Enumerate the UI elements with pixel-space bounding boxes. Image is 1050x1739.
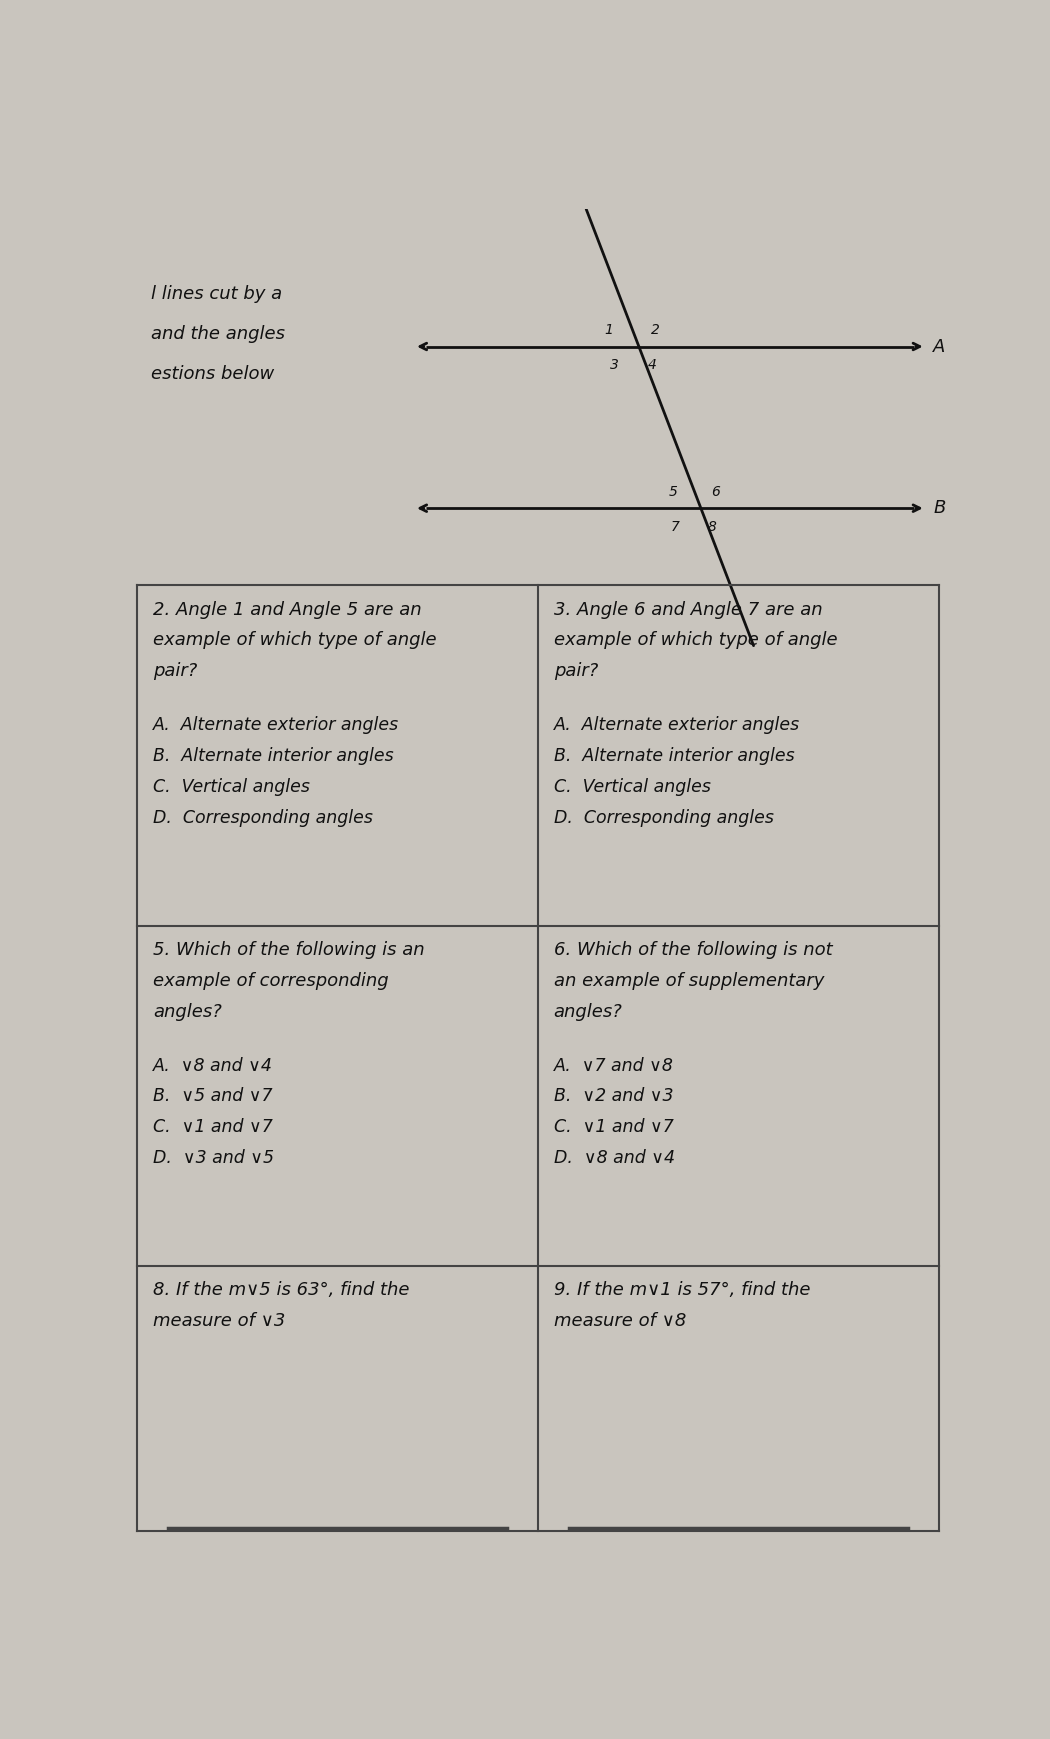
Text: A.  ∨8 and ∨4: A. ∨8 and ∨4 [153,1057,273,1075]
Text: B.  ∨5 and ∨7: B. ∨5 and ∨7 [153,1087,272,1106]
Text: 4: 4 [648,358,656,372]
Text: A.  Alternate exterior angles: A. Alternate exterior angles [153,716,399,734]
Text: D.  ∨8 and ∨4: D. ∨8 and ∨4 [553,1149,674,1167]
Text: 2. Angle 1 and Angle 5 are an: 2. Angle 1 and Angle 5 are an [153,600,421,619]
Text: 2: 2 [651,323,660,337]
Text: B: B [933,499,946,516]
Text: measure of ∨3: measure of ∨3 [153,1313,286,1330]
Text: example of which type of angle: example of which type of angle [553,631,837,649]
Text: 6. Which of the following is not: 6. Which of the following is not [553,941,833,958]
Text: angles?: angles? [553,1003,623,1021]
Text: C.  ∨1 and ∨7: C. ∨1 and ∨7 [153,1118,273,1136]
Text: C.  Vertical angles: C. Vertical angles [153,777,310,796]
Text: measure of ∨8: measure of ∨8 [553,1313,686,1330]
Text: 5: 5 [669,485,677,499]
Text: B.  Alternate interior angles: B. Alternate interior angles [153,748,394,765]
Text: D.  Corresponding angles: D. Corresponding angles [553,809,774,826]
Text: 9. If the m∨1 is 57°, find the: 9. If the m∨1 is 57°, find the [553,1282,811,1299]
Text: A.  ∨7 and ∨8: A. ∨7 and ∨8 [553,1057,673,1075]
Text: and the angles: and the angles [150,325,285,343]
Text: example of which type of angle: example of which type of angle [153,631,437,649]
Text: B.  ∨2 and ∨3: B. ∨2 and ∨3 [553,1087,673,1106]
Text: A.  Alternate exterior angles: A. Alternate exterior angles [553,716,800,734]
Text: an example of supplementary: an example of supplementary [553,972,824,989]
Text: 7: 7 [670,520,679,534]
Text: B.  Alternate interior angles: B. Alternate interior angles [553,748,794,765]
Text: D.  Corresponding angles: D. Corresponding angles [153,809,373,826]
Text: 8: 8 [708,520,716,534]
Text: D.  ∨3 and ∨5: D. ∨3 and ∨5 [153,1149,274,1167]
Text: example of corresponding: example of corresponding [153,972,388,989]
Text: pair?: pair? [553,663,597,680]
Text: l lines cut by a: l lines cut by a [150,285,281,303]
Text: C.  ∨1 and ∨7: C. ∨1 and ∨7 [553,1118,673,1136]
Text: 1: 1 [605,323,613,337]
Text: 8. If the m∨5 is 63°, find the: 8. If the m∨5 is 63°, find the [153,1282,410,1299]
Text: 6: 6 [711,485,720,499]
Text: C.  Vertical angles: C. Vertical angles [553,777,711,796]
Text: angles?: angles? [153,1003,222,1021]
Text: estions below: estions below [150,365,274,383]
Text: 5. Which of the following is an: 5. Which of the following is an [153,941,424,958]
Text: 3. Angle 6 and Angle 7 are an: 3. Angle 6 and Angle 7 are an [553,600,822,619]
Text: 3: 3 [610,358,620,372]
Text: pair?: pair? [153,663,197,680]
Text: A: A [933,337,946,355]
